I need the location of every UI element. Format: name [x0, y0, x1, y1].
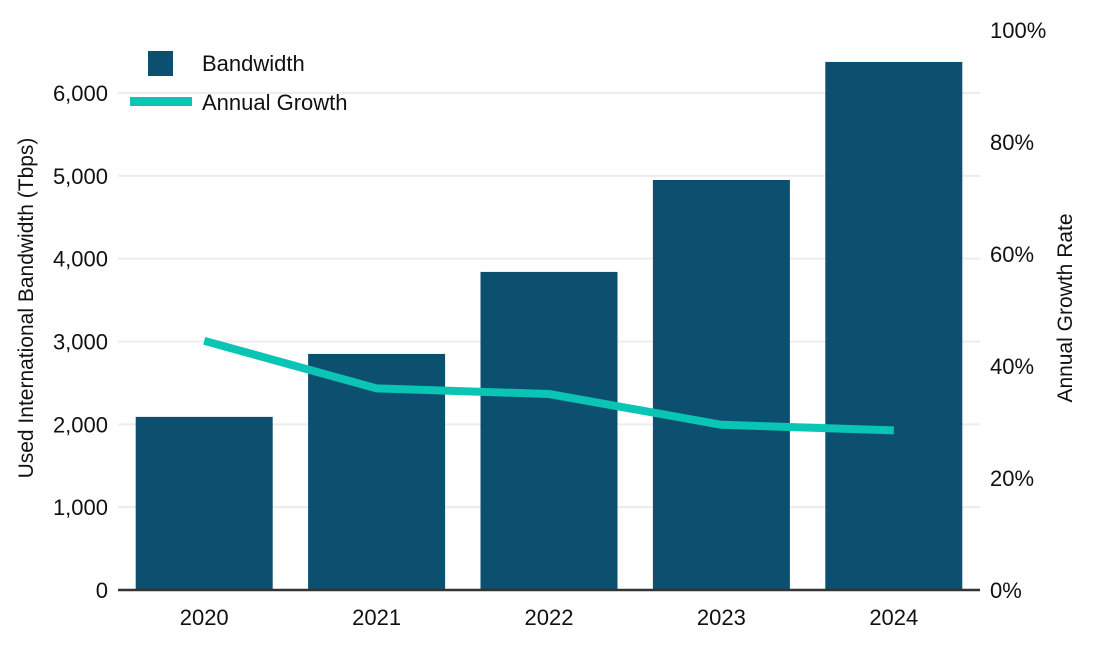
left-axis-tick: 0 [96, 578, 108, 603]
x-axis-label: 2021 [352, 605, 401, 630]
left-axis-tick: 2,000 [53, 412, 108, 437]
left-axis-tick: 1,000 [53, 495, 108, 520]
legend-swatch-bandwidth [148, 51, 173, 76]
left-axis-tick: 3,000 [53, 330, 108, 355]
right-axis-tick: 0% [990, 578, 1022, 603]
bar-2024 [825, 61, 963, 590]
right-axis-tick: 100% [990, 18, 1046, 43]
x-axis-label: 2020 [180, 605, 229, 630]
right-axis-title: Annual Growth Rate [1054, 213, 1077, 403]
x-axis-label: 2024 [869, 605, 918, 630]
annual-growth-line [203, 336, 894, 435]
x-axis-label: 2023 [697, 605, 746, 630]
bar-2020 [135, 416, 273, 590]
legend-label-bandwidth: Bandwidth [202, 51, 305, 76]
right-axis-tick: 20% [990, 466, 1034, 491]
legend-swatch-annual-growth [130, 97, 192, 106]
left-axis-tick: 4,000 [53, 247, 108, 272]
x-axis-label: 2022 [525, 605, 574, 630]
right-axis-tick: 40% [990, 354, 1034, 379]
legend-label-annual-growth: Annual Growth [202, 90, 348, 115]
right-axis-tick: 80% [990, 130, 1034, 155]
left-axis-tick: 6,000 [53, 81, 108, 106]
bar-2023 [652, 179, 790, 590]
left-axis-tick: 5,000 [53, 164, 108, 189]
right-axis-tick: 60% [990, 242, 1034, 267]
left-axis-title: Used International Bandwidth (Tbps) [15, 137, 38, 479]
bar-2022 [480, 271, 618, 590]
